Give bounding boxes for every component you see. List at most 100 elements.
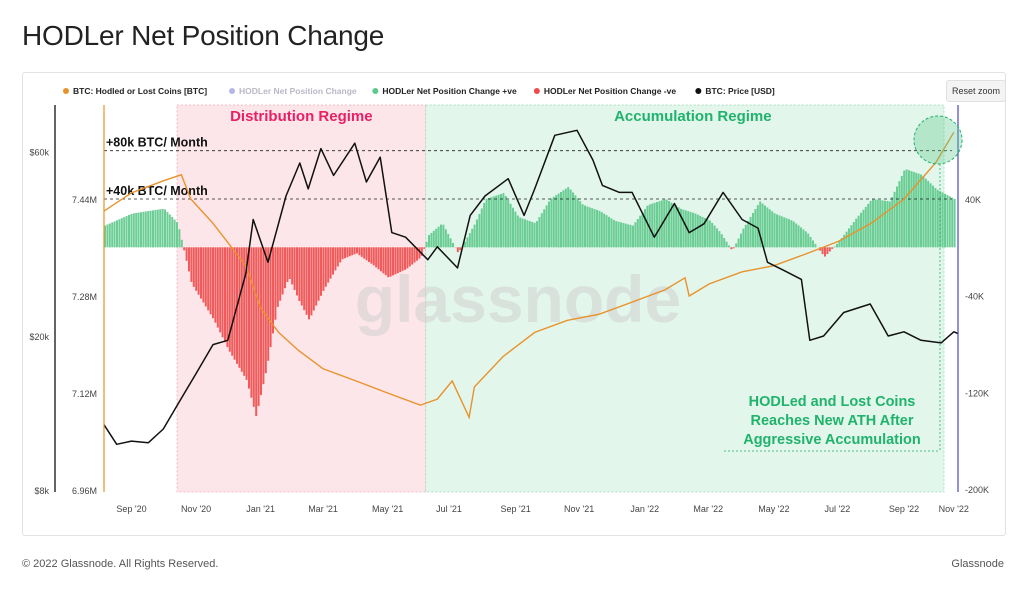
negative-bar <box>392 247 394 276</box>
negative-bar <box>298 247 301 301</box>
x-tick-label: Jan '22 <box>630 504 659 514</box>
negative-bar <box>348 247 351 257</box>
negative-bar <box>240 247 243 372</box>
price-tick-label: $20k <box>29 332 49 342</box>
negative-bar <box>327 247 330 283</box>
positive-bar <box>708 220 711 248</box>
positive-bar <box>130 214 133 248</box>
positive-bar <box>653 202 656 248</box>
positive-bar <box>512 207 514 248</box>
legend-item[interactable]: HODLer Net Position Change +ve <box>372 86 517 96</box>
hodled-tick-label: 6.96M <box>72 486 97 496</box>
positive-bar <box>780 216 783 248</box>
positive-bar <box>435 228 438 248</box>
legend-item[interactable]: HODLer Net Position Change <box>229 86 357 96</box>
negative-bar <box>831 247 834 249</box>
positive-bar <box>526 220 529 248</box>
reset-zoom-button[interactable]: Reset zoom <box>946 80 1006 102</box>
negative-bar <box>821 247 824 255</box>
positive-bar <box>939 191 942 248</box>
positive-bar <box>670 202 673 248</box>
positive-bar <box>452 243 454 248</box>
positive-bar <box>588 207 591 248</box>
positive-bar <box>718 231 721 248</box>
negative-bar <box>320 247 322 296</box>
positive-bar <box>555 195 558 248</box>
positive-bar <box>648 204 651 248</box>
negative-bar <box>219 247 222 333</box>
positive-bar <box>804 231 807 248</box>
positive-bar <box>852 222 855 248</box>
positive-bar <box>545 205 548 248</box>
positive-bar <box>929 183 932 248</box>
positive-bar <box>140 212 142 248</box>
net-position-tick-label: -120K <box>965 388 989 398</box>
negative-bar <box>195 247 198 291</box>
positive-bar <box>116 220 118 248</box>
positive-bar <box>711 222 714 248</box>
positive-bar <box>521 218 524 248</box>
positive-bar <box>636 219 639 248</box>
positive-bar <box>444 229 447 248</box>
positive-bar <box>776 214 778 248</box>
positive-bar <box>574 195 577 248</box>
positive-bar <box>840 238 843 248</box>
negative-bar <box>459 247 462 251</box>
negative-bar <box>322 247 325 291</box>
reference-lines: +80k BTC/ Month +40k BTC/ Month <box>104 136 952 200</box>
positive-bar <box>478 214 481 248</box>
series-lines <box>103 129 959 446</box>
negative-bar <box>826 247 829 254</box>
positive-bar <box>596 209 598 248</box>
negative-bar <box>365 247 368 261</box>
positive-bar <box>528 221 531 248</box>
page-title: HODLer Net Position Change <box>22 20 385 51</box>
positive-bar <box>728 245 730 248</box>
positive-bar <box>564 188 567 248</box>
positive-bar <box>432 230 435 248</box>
x-tick-label: Sep '22 <box>889 504 919 514</box>
positive-bar <box>632 225 634 248</box>
positive-bar <box>792 221 795 248</box>
positive-bar <box>944 193 946 248</box>
negative-bar <box>185 247 188 261</box>
positive-bar <box>900 175 903 248</box>
positive-bar <box>948 196 951 248</box>
positive-bar <box>617 221 620 248</box>
legend-item[interactable]: BTC: Hodled or Lost Coins [BTC] <box>63 86 207 96</box>
positive-bar <box>612 219 615 248</box>
negative-bar <box>221 247 224 338</box>
positive-bar <box>696 214 699 248</box>
positive-bar <box>656 202 658 248</box>
negative-bar <box>286 247 289 282</box>
positive-bar <box>442 224 445 248</box>
positive-bar <box>152 210 154 248</box>
positive-bar <box>893 191 896 248</box>
legend-item[interactable]: BTC: Price [USD] <box>695 86 775 96</box>
positive-bar <box>627 224 630 248</box>
negative-bar <box>384 247 387 276</box>
negative-bar <box>406 247 409 269</box>
negative-bar <box>202 247 205 303</box>
positive-bar <box>591 208 594 248</box>
negative-bar <box>252 247 255 407</box>
negative-bar <box>248 247 250 389</box>
negative-bar <box>824 247 826 257</box>
positive-bar <box>802 229 805 248</box>
positive-bar <box>579 201 582 248</box>
legend-item[interactable]: HODLer Net Position Change -ve <box>533 86 677 96</box>
legend-label: HODLer Net Position Change <box>239 86 357 96</box>
negative-bar <box>216 247 219 328</box>
positive-bar <box>860 212 862 248</box>
positive-bar <box>922 176 925 248</box>
positive-bar <box>624 223 627 248</box>
positive-bar <box>166 212 169 248</box>
annotations: HODLed and Lost Coins Reaches New ATH Aft… <box>724 115 963 452</box>
negative-bar <box>267 247 270 361</box>
negative-bar <box>360 247 363 257</box>
positive-bar <box>766 207 769 248</box>
positive-bar <box>173 219 176 248</box>
positive-bar <box>147 211 150 248</box>
positive-bar <box>927 180 930 248</box>
